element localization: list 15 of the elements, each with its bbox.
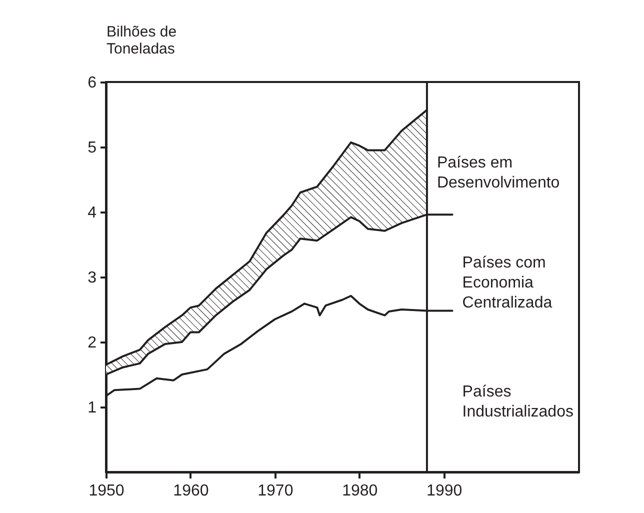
y-tick-label: 3 [88, 270, 97, 286]
x-tick-label: 1990 [426, 482, 462, 500]
x-tick-label: 1960 [173, 482, 209, 500]
text: Países com Economia Centralizada [462, 254, 552, 312]
y-tick-label: 6 [88, 74, 97, 92]
x-tick-label: 1980 [342, 482, 378, 500]
y-tick-label: 5 [88, 140, 97, 156]
y-tick-label: 2 [88, 334, 97, 352]
y-tick-label: 4 [88, 204, 97, 222]
text: Países em Desenvolvimento [436, 154, 560, 192]
text: Países Industrializados [462, 383, 574, 420]
y-axis-title: Bilhões de Toneladas [106, 24, 177, 58]
x-tick-label: 1970 [258, 482, 294, 500]
y-tick-label: 1 [88, 400, 97, 416]
x-tick-label: 1950 [88, 482, 124, 500]
